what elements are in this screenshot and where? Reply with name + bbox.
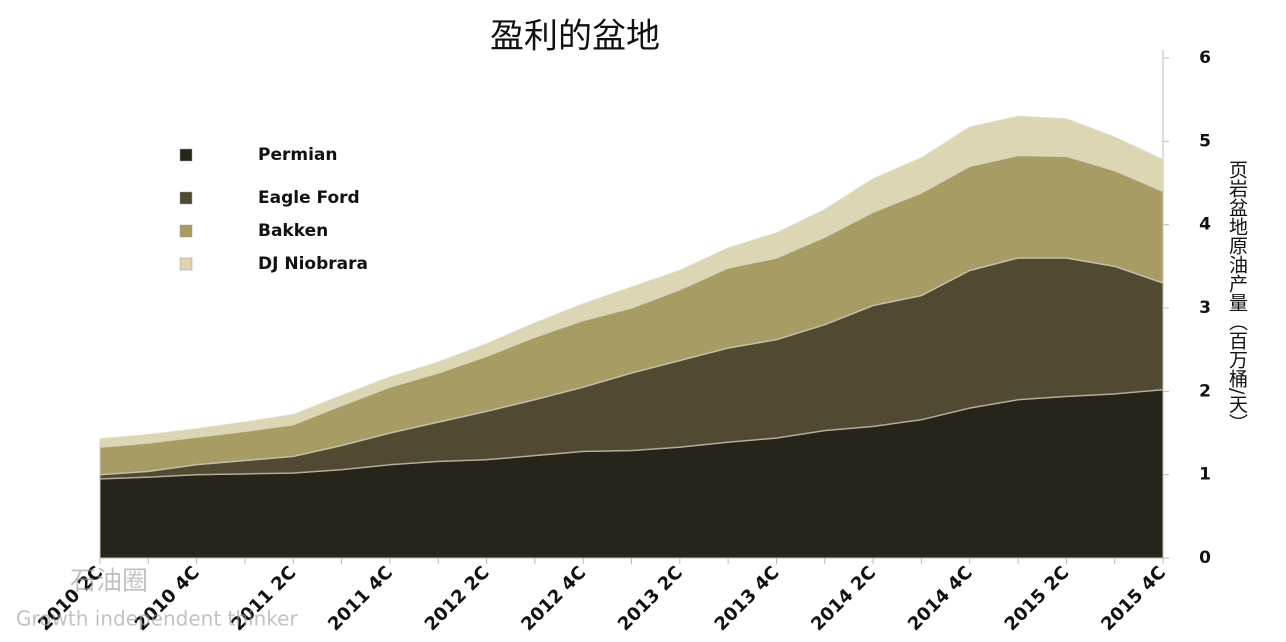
x-tick-label: 2011 4C: [324, 562, 397, 635]
legend-label: Permian: [258, 145, 338, 165]
x-tick-label: 2014 4C: [904, 562, 977, 635]
y-tick-label: 6: [1199, 48, 1211, 68]
legend-swatch: [179, 148, 193, 162]
legend-swatch: [179, 257, 193, 271]
legend-swatch: [179, 224, 193, 238]
x-tick-label: 2012 4C: [517, 562, 590, 635]
watermark: 石油圈: [70, 567, 148, 597]
y-tick-label: 0: [1199, 548, 1211, 568]
legend-label: DJ Niobrara: [258, 254, 368, 274]
watermark: Growth independent thinker: [16, 607, 298, 631]
area: [99, 115, 1164, 448]
legend-swatch: [179, 191, 193, 205]
x-tick-label: 2013 4C: [711, 562, 784, 635]
x-tick-label: 2015 4C: [1097, 562, 1170, 635]
y-tick-label: 2: [1199, 381, 1211, 401]
x-tick-label: 2014 2C: [807, 562, 880, 635]
chart-title: 盈利的盆地: [490, 17, 660, 57]
y-tick-label: 5: [1199, 131, 1211, 151]
y-tick-label: 3: [1199, 298, 1211, 318]
y-tick-label: 1: [1199, 465, 1211, 485]
legend-label: Bakken: [258, 221, 328, 241]
x-tick-label: 2012 2C: [421, 562, 494, 635]
legend-label: Eagle Ford: [258, 188, 360, 208]
y-tick-label: 4: [1199, 215, 1211, 235]
y-axis-label: 页岩盆地原油产量（百万桶/天）: [1226, 160, 1248, 432]
x-tick-label: 2015 2C: [1001, 562, 1074, 635]
x-tick-label: 2013 2C: [614, 562, 687, 635]
